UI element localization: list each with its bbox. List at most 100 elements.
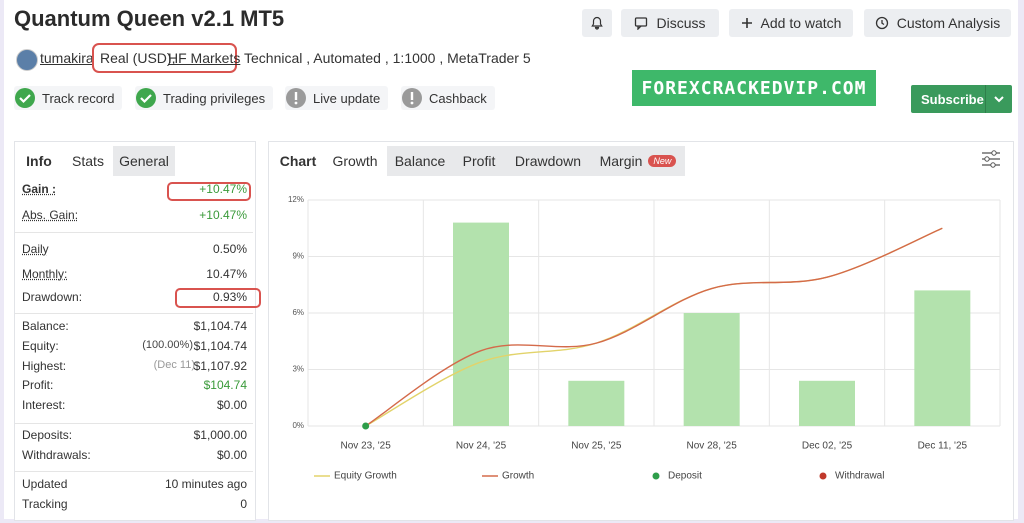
bar — [568, 380, 625, 426]
avatar — [16, 49, 38, 71]
stat-value: $104.74 — [203, 378, 247, 392]
chart-tab[interactable]: Profit — [453, 146, 506, 176]
stat-value: $1,104.74 — [193, 339, 247, 353]
stat-label: Deposits: — [22, 428, 73, 442]
stat-value: 10 minutes ago — [164, 477, 247, 491]
stat-label: Gain : — [22, 182, 57, 196]
stat-value: $1,104.74 — [193, 319, 247, 333]
badge-label: Live update — [313, 90, 381, 106]
stat-label: Withdrawals: — [22, 448, 91, 462]
header-button[interactable]: Discuss — [621, 9, 719, 37]
separator — [15, 313, 253, 314]
warning-icon — [286, 88, 306, 108]
button-label: Add to watch — [760, 15, 842, 31]
badge-label: Trading privileges — [163, 90, 266, 106]
chart-tab-label: Margin — [599, 153, 643, 169]
broker-link[interactable]: HF Markets — [168, 50, 241, 66]
stat-label: Abs. Gain: — [22, 208, 79, 222]
separator — [15, 471, 253, 472]
y-tick-label: 0% — [292, 421, 304, 430]
chart-panel: Chart Growth Balance Profit Drawdown Margin Ne… — [268, 141, 1014, 521]
chart-tab-label: Drawdown — [514, 153, 582, 169]
x-tick-label: Nov 28, '25 — [687, 441, 738, 452]
y-tick-label: 3% — [292, 365, 304, 374]
badge-label: Track record — [42, 90, 115, 106]
stat-value: $1,000.00 — [193, 428, 247, 442]
new-badge: New — [648, 155, 677, 167]
account-details: Technical , Automated , 1:1000 , MetaTra… — [244, 50, 531, 66]
warning-icon — [402, 88, 422, 108]
legend-label: Equity Growth — [334, 471, 397, 482]
bar — [914, 290, 971, 426]
header-button[interactable]: Add to watch — [729, 9, 853, 37]
x-tick-label: Nov 23, '25 — [341, 441, 392, 452]
stat-value: $1,107.92 — [193, 359, 247, 373]
stat-label: Profit: — [22, 378, 54, 392]
stats-tab[interactable]: Info — [15, 146, 63, 176]
highlight-box — [92, 43, 237, 73]
stat-label: Updated — [22, 477, 68, 491]
chart-tab-label: Balance — [394, 153, 446, 169]
account-type: Real (USD), — [100, 50, 176, 66]
watermark: FOREXCRACKEDVIP.COM — [632, 70, 876, 106]
user-link[interactable]: tumakira — [40, 50, 94, 66]
stats-tab[interactable]: Stats — [63, 146, 113, 176]
comment-icon — [635, 17, 648, 30]
stat-value: +10.47% — [199, 208, 247, 222]
button-label: Discuss — [656, 15, 706, 31]
chart-tab-label: Profit — [462, 153, 496, 169]
settings-icon[interactable] — [981, 150, 1001, 168]
bell-icon — [591, 16, 603, 30]
stats-tab[interactable]: General — [113, 146, 175, 176]
badge: Live update — [285, 86, 389, 110]
header-button[interactable]: Custom Analysis — [864, 9, 1011, 37]
plus-icon — [741, 18, 752, 28]
bar — [799, 380, 855, 426]
stat-value: $0.00 — [216, 448, 247, 462]
stat-label: Monthly: — [22, 267, 68, 281]
stat-value: 10.47% — [206, 267, 247, 281]
y-tick-label: 6% — [292, 308, 304, 317]
stat-label: Drawdown: — [22, 290, 83, 304]
stat-value: 0.93% — [212, 290, 247, 304]
stat-note: (100.00%) — [142, 339, 193, 351]
chart: 0% 3% 6% 9% 12% Nov 23, '25 Nov 24, '25 Nov 25,… — [288, 195, 1001, 482]
bar — [683, 313, 740, 426]
stat-value: 0.50% — [212, 242, 247, 256]
legend-swatch — [819, 472, 827, 480]
legend-label: Withdrawal — [835, 471, 884, 482]
clock-icon — [875, 16, 888, 30]
page: Quantum Queen v2.1 MT5 Discuss Add to watc… — [4, 0, 1018, 521]
bar — [453, 222, 509, 426]
stat-note: (Dec 11) — [153, 359, 195, 371]
chart-tab[interactable]: Balance — [387, 146, 454, 176]
stat-label: Balance: — [22, 319, 69, 333]
notify-button[interactable] — [582, 9, 612, 37]
chart-tab-label: Growth — [332, 153, 378, 169]
legend-label: Deposit — [668, 471, 702, 482]
y-tick-label: 12% — [288, 195, 304, 204]
stat-label: Highest: — [22, 359, 67, 373]
badge: Trading privileges — [135, 86, 274, 110]
chart-tab[interactable]: Drawdown — [505, 146, 592, 176]
stat-label: Equity: — [22, 339, 59, 353]
stat-label: Interest: — [22, 398, 66, 412]
check-icon — [15, 88, 35, 108]
chart-tab[interactable]: Growth — [323, 146, 388, 176]
series-line — [365, 227, 943, 427]
stat-value: $0.00 — [216, 398, 247, 412]
check-icon — [136, 88, 156, 108]
x-tick-label: Nov 25, '25 — [571, 441, 622, 452]
x-tick-label: Nov 24, '25 — [456, 441, 507, 452]
dropdown-caret[interactable] — [985, 85, 1012, 113]
chart-tab-label: Chart — [279, 153, 317, 169]
separator — [15, 423, 253, 424]
legend-swatch — [652, 472, 660, 480]
highlight-box — [167, 182, 251, 201]
highlight-box — [175, 288, 261, 308]
x-tick-label: Dec 02, '25 — [802, 441, 853, 452]
stat-label: Daily — [22, 242, 49, 256]
chart-tab[interactable]: Margin New — [591, 146, 686, 176]
subscribe-button[interactable]: Subscribe — [911, 85, 1012, 113]
